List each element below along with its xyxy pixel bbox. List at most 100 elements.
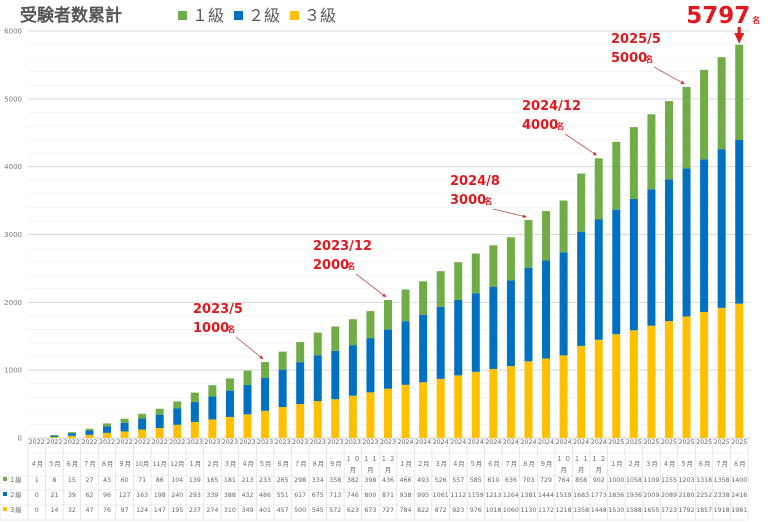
table-cell: 1058 [626, 477, 642, 484]
table-cell: 923 [452, 507, 464, 514]
table-cell: 623 [347, 507, 359, 514]
table-cell: 1918 [714, 507, 730, 514]
annotation-arrow-line [492, 208, 527, 218]
table-cell: 14 [50, 507, 58, 514]
x-tick-year: 2024 [485, 439, 501, 446]
table-cell: 47 [85, 507, 93, 514]
x-tick-year: 2023 [204, 439, 220, 446]
annotation-arrow-line [653, 66, 685, 85]
bar-segment-1級-20 [384, 300, 392, 330]
table-cell: 1 [35, 477, 39, 484]
bar-segment-1級-15 [296, 342, 305, 363]
bar-segment-1級-10 [208, 385, 217, 397]
bar-segment-3級-19 [366, 392, 375, 438]
table-cell: 298 [294, 477, 306, 484]
x-tick-month: ３月 [434, 460, 447, 468]
table-cell: 198 [154, 492, 166, 499]
table-cell: 585 [470, 477, 482, 484]
data-table: 2022 ４月 2022 ５月 2022 ６月 2022 ７月 2022 ８月 2022 ９月 2022… [0, 438, 749, 521]
table-cell: 636 [505, 477, 517, 484]
bar-segment-3級-9 [190, 421, 199, 438]
y-tick-label: 6000 [4, 28, 22, 36]
bar-segment-3級-4 [103, 432, 112, 438]
y-tick-label: 3000 [4, 231, 22, 239]
table-cell: 526 [435, 477, 447, 484]
x-tick-month: ６月 [698, 460, 711, 468]
table-cell: 8 [52, 477, 56, 484]
table-cell: 2416 [731, 492, 747, 499]
legend-swatch-2 [234, 11, 243, 20]
bar-segment-2級-24 [454, 299, 463, 376]
table-cell: 1358 [573, 507, 589, 514]
bar-segment-1級-2 [67, 432, 76, 434]
bar-segment-2級-35 [647, 189, 656, 326]
y-tick-label: 4000 [4, 163, 22, 171]
x-tick-month: １ ０ [556, 456, 571, 463]
table-cell: 213 [241, 477, 253, 484]
bar-segment-2級-9 [190, 402, 199, 422]
table-cell: 382 [347, 477, 359, 484]
table-cell: 1857 [696, 507, 712, 514]
bar-segment-2級-34 [629, 198, 638, 331]
table-cell: 358 [329, 477, 341, 484]
bar-segment-1級-12 [243, 370, 252, 386]
bar-segment-2級-11 [225, 390, 234, 417]
x-tick-month: ４月 [241, 460, 254, 468]
bar-segment-3級-22 [419, 382, 428, 438]
table-cell: 1109 [643, 477, 659, 484]
bar-segment-3級-11 [225, 416, 234, 438]
bar-segment-2級-25 [471, 293, 480, 372]
bar-segment-2級-30 [559, 252, 568, 356]
bar-segment-2級-28 [524, 267, 533, 362]
bar-segment-1級-21 [401, 289, 410, 322]
bar-segment-3級-39 [717, 307, 726, 438]
annotation-unit: 名 [347, 261, 355, 271]
bar-segment-1級-19 [366, 311, 375, 339]
table-cell: 703 [522, 477, 534, 484]
bar-segment-1級-32 [594, 158, 603, 220]
table-cell: 822 [417, 507, 429, 514]
x-tick-month: ２月 [417, 460, 430, 468]
bar-segment-3級-1 [50, 437, 59, 438]
x-tick-year: 2025 [714, 439, 730, 446]
x-tick-year: 2023 [292, 439, 308, 446]
table-cell: 457 [277, 507, 289, 514]
bar-segment-3級-12 [243, 414, 252, 438]
bar-segment-2級-7 [155, 414, 164, 429]
x-tick-year: 2022 [46, 439, 62, 446]
table-cell: 1836 [608, 492, 624, 499]
x-tick-year: 2024 [415, 439, 431, 446]
x-tick-month: ９月 [540, 460, 553, 468]
x-tick-month: ５月 [48, 460, 61, 468]
bar-segment-1級-40 [735, 44, 744, 140]
x-tick-year: 2022 [134, 439, 150, 446]
table-legend-swatch [3, 477, 7, 481]
table-cell: 1018 [485, 507, 501, 514]
x-tick-year: 2024 [398, 439, 414, 446]
legend-label-3: ３級 [304, 6, 336, 25]
annotation-arrow-line [355, 273, 387, 298]
bar-segment-1級-8 [173, 401, 182, 409]
bar-segment-3級-38 [700, 312, 709, 438]
table-cell: 163 [136, 492, 148, 499]
bar-segment-1級-6 [138, 413, 147, 419]
bar-segment-1級-39 [717, 57, 726, 150]
bar-segment-2級-14 [278, 369, 287, 408]
table-cell: 784 [400, 507, 412, 514]
table-cell: 727 [382, 507, 394, 514]
table-cell: 1400 [731, 477, 747, 484]
x-tick-month: ２月 [206, 460, 219, 468]
table-cell: 165 [206, 477, 218, 484]
x-tick-year: 2025 [643, 439, 659, 446]
bar-segment-2級-29 [542, 260, 551, 359]
table-cell: 310 [224, 507, 236, 514]
bar-segment-2級-15 [296, 362, 305, 405]
x-tick-month-suffix: 月 [385, 466, 391, 474]
table-cell: 0 [35, 507, 39, 514]
x-tick-month: ４月 [663, 460, 676, 468]
bar-segment-1級-9 [190, 392, 199, 403]
x-tick-year: 2022 [64, 439, 80, 446]
bar-segment-2級-6 [138, 418, 147, 430]
annotation-arrowhead [592, 151, 597, 156]
total-arrowhead [734, 33, 745, 44]
